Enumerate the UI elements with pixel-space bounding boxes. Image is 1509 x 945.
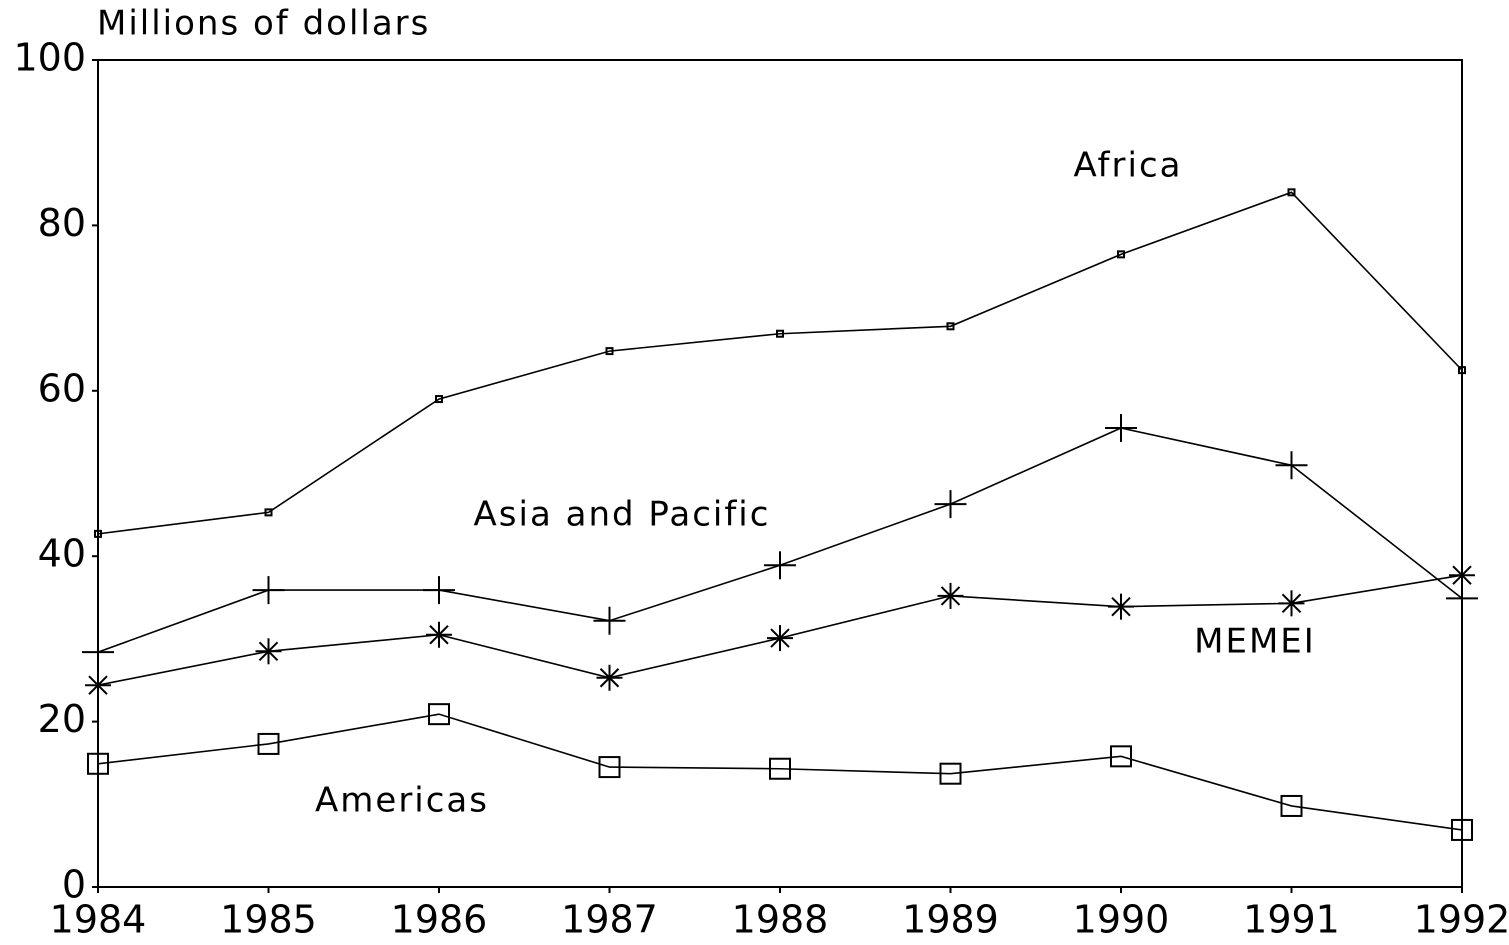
y-axis-label: Millions of dollars [97, 4, 430, 44]
point [87, 752, 109, 775]
x-tick-label: 1985 [220, 898, 317, 942]
x-tick-label: 1986 [391, 898, 488, 942]
point [94, 529, 102, 538]
series-label: Asia and Pacific [474, 495, 771, 535]
point [1108, 593, 1134, 620]
x-tick-label: 1992 [1414, 898, 1509, 942]
x-tick-label: 1991 [1243, 898, 1340, 942]
point [1105, 414, 1137, 443]
y-tick-label: 80 [38, 201, 86, 245]
point [428, 703, 450, 726]
point [426, 621, 452, 648]
x-tick-label: 1989 [902, 898, 999, 942]
y-tick-label: 20 [38, 697, 86, 741]
x-tick-label: 1984 [50, 898, 147, 942]
point [1446, 584, 1478, 613]
point [776, 329, 784, 338]
point [1278, 590, 1305, 617]
series-label: MEMEI [1194, 622, 1316, 662]
point [264, 508, 273, 517]
series-label: Africa [1074, 146, 1183, 186]
point [596, 664, 623, 691]
point [939, 762, 962, 785]
y-tick-label: 100 [13, 36, 86, 80]
series-label: Americas [315, 781, 489, 821]
point [1451, 818, 1473, 841]
point [1449, 562, 1475, 589]
point [1110, 745, 1132, 768]
point [435, 395, 443, 404]
point [255, 638, 282, 665]
point [1280, 794, 1303, 817]
point [769, 757, 791, 780]
y-tick-label: 60 [38, 366, 86, 410]
x-tick-label: 1988 [732, 898, 829, 942]
y-tick-label: 0 [62, 863, 86, 907]
point [767, 625, 793, 652]
point [598, 756, 621, 779]
point [1287, 188, 1296, 197]
point [85, 672, 111, 699]
point [1275, 451, 1308, 480]
point [1458, 366, 1466, 375]
y-tick-label: 40 [38, 532, 86, 576]
point [764, 551, 796, 580]
point [82, 638, 114, 667]
series-line [97, 427, 1463, 653]
plot-frame [97, 59, 1463, 888]
x-tick-label: 1990 [1073, 898, 1170, 942]
point [423, 576, 455, 605]
point [946, 322, 955, 331]
x-tick-label: 1987 [561, 898, 658, 942]
point [593, 606, 626, 635]
point [934, 490, 967, 519]
point [252, 576, 285, 605]
series-line [97, 191, 1463, 535]
point [605, 347, 614, 356]
point [257, 732, 280, 755]
series-line [97, 713, 1463, 831]
point [937, 582, 964, 609]
point [1117, 250, 1125, 259]
